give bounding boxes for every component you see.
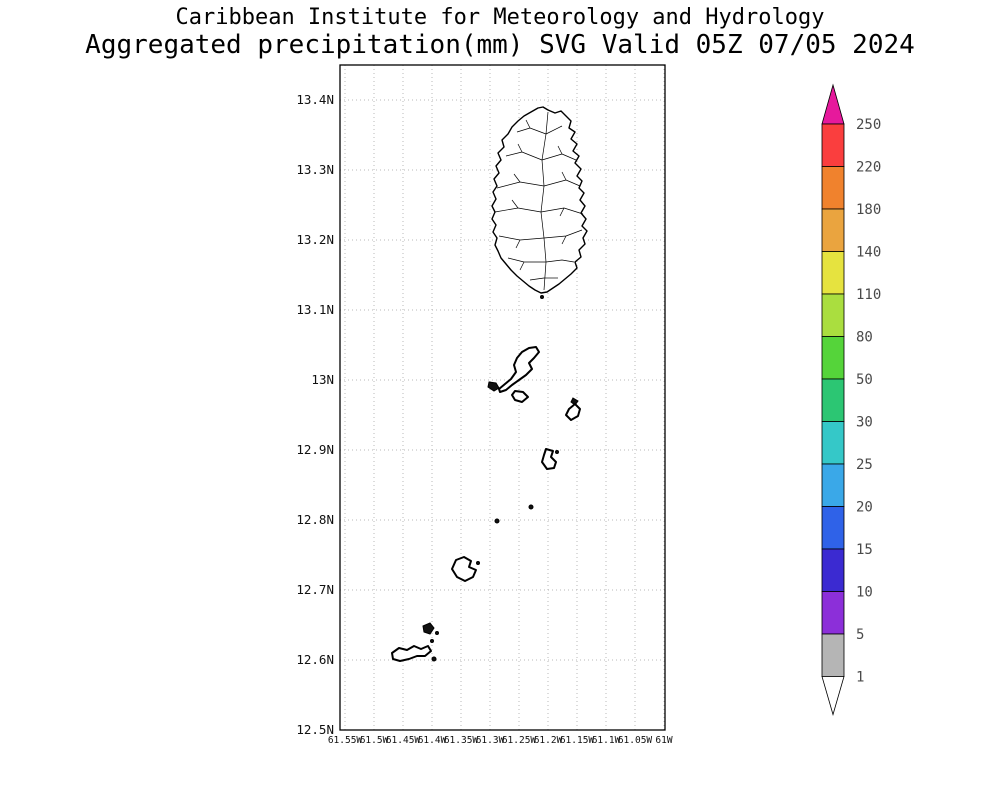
colorbar: 250 220 180 140 110 80 50 30 25 20 15 10 5 1 (821, 83, 881, 716)
longitude-axis: 61.55W61.5W61.45W61.4W61.35W61.3W61.25W6… (328, 735, 673, 746)
colorbar-level-label: 110 (856, 287, 881, 303)
island-group-north (487, 346, 540, 403)
island-group-mid (494, 448, 559, 524)
islet (422, 622, 435, 635)
gridlines (340, 65, 665, 730)
colorbar-level-label: 220 (856, 160, 881, 176)
colorbar-segment (821, 336, 845, 380)
lon-tick-label: 61.35W (444, 735, 479, 746)
lon-tick-label: 61.05W (618, 735, 653, 746)
colorbar-segment (821, 633, 845, 677)
lat-tick-label: 12.7N (296, 582, 334, 597)
lat-tick-label: 13.4N (296, 92, 334, 107)
coastline (491, 106, 588, 294)
colorbar-segment (821, 548, 845, 592)
lat-tick-label: 13.2N (296, 232, 334, 247)
colorbar-level-label: 15 (856, 542, 873, 558)
lon-tick-label: 61.1W (592, 735, 621, 746)
colorbar-segment (821, 378, 845, 422)
colorbar-level-label: 180 (856, 202, 881, 218)
title-block: Caribbean Institute for Meteorology and … (0, 4, 1000, 60)
coastline (541, 448, 557, 470)
colorbar-level-label: 250 (856, 117, 881, 133)
islet (555, 450, 559, 454)
colorbar-segment (821, 208, 845, 252)
latitude-axis: 13.4N 13.3N 13.2N 13.1N 13N 12.9N 12.8N 12.7N 12… (296, 92, 334, 737)
lon-tick-label: 61.5W (360, 735, 389, 746)
islet (430, 639, 434, 643)
islet (476, 561, 480, 565)
islands (391, 106, 588, 662)
islet (494, 518, 500, 524)
colorbar-segment (821, 421, 845, 465)
island-group-south (391, 556, 480, 662)
watershed-lines (494, 111, 584, 291)
colorbar-segment (821, 591, 845, 635)
lat-tick-label: 13.3N (296, 162, 334, 177)
institute-title: Caribbean Institute for Meteorology and … (175, 5, 825, 30)
islet (435, 631, 439, 635)
colorbar-level-label: 80 (856, 330, 873, 346)
colorbar-level-label: 5 (856, 627, 864, 643)
colorbar-level-label: 1 (856, 670, 864, 686)
islet (431, 656, 437, 662)
island-group-east (565, 397, 581, 421)
lon-tick-label: 61.45W (386, 735, 421, 746)
colorbar-segment (821, 293, 845, 337)
islet (528, 504, 534, 510)
colorbar-segment (821, 166, 845, 210)
coastline (451, 556, 477, 582)
lat-tick-label: 12.8N (296, 512, 334, 527)
lon-tick-label: 61.25W (502, 735, 537, 746)
lon-tick-label: 61.3W (476, 735, 505, 746)
coastline (498, 346, 540, 393)
colorbar-level-label: 50 (856, 372, 873, 388)
colorbar-level-label: 140 (856, 245, 881, 261)
islet (487, 381, 500, 392)
lat-tick-label: 13.1N (296, 302, 334, 317)
coastline (565, 403, 581, 421)
colorbar-level-label: 20 (856, 500, 873, 516)
colorbar-level-label: 30 (856, 415, 873, 431)
colorbar-segment (821, 463, 845, 507)
map-border (339, 64, 666, 731)
island-main (491, 106, 588, 299)
lat-tick-label: 12.6N (296, 652, 334, 667)
lon-tick-label: 61.2W (534, 735, 563, 746)
colorbar-segment (821, 251, 845, 295)
islet (540, 295, 544, 299)
lon-tick-label: 61W (655, 735, 672, 746)
colorbar-bottom-arrow (821, 676, 845, 716)
colorbar-segment (821, 123, 845, 167)
lon-tick-label: 61.4W (418, 735, 447, 746)
lat-tick-label: 12.9N (296, 442, 334, 457)
lon-tick-label: 61.15W (560, 735, 595, 746)
lat-tick-label: 12.5N (296, 722, 334, 737)
colorbar-level-label: 25 (856, 457, 873, 473)
colorbar-top-arrow (821, 83, 845, 125)
lat-tick-label: 13N (311, 372, 334, 387)
colorbar-level-label: 10 (856, 585, 873, 601)
product-title: Aggregated precipitation(mm) SVG Valid 0… (85, 30, 915, 60)
coastline (391, 645, 432, 662)
lon-tick-label: 61.55W (328, 735, 363, 746)
coastline (511, 390, 529, 403)
colorbar-segment (821, 506, 845, 550)
